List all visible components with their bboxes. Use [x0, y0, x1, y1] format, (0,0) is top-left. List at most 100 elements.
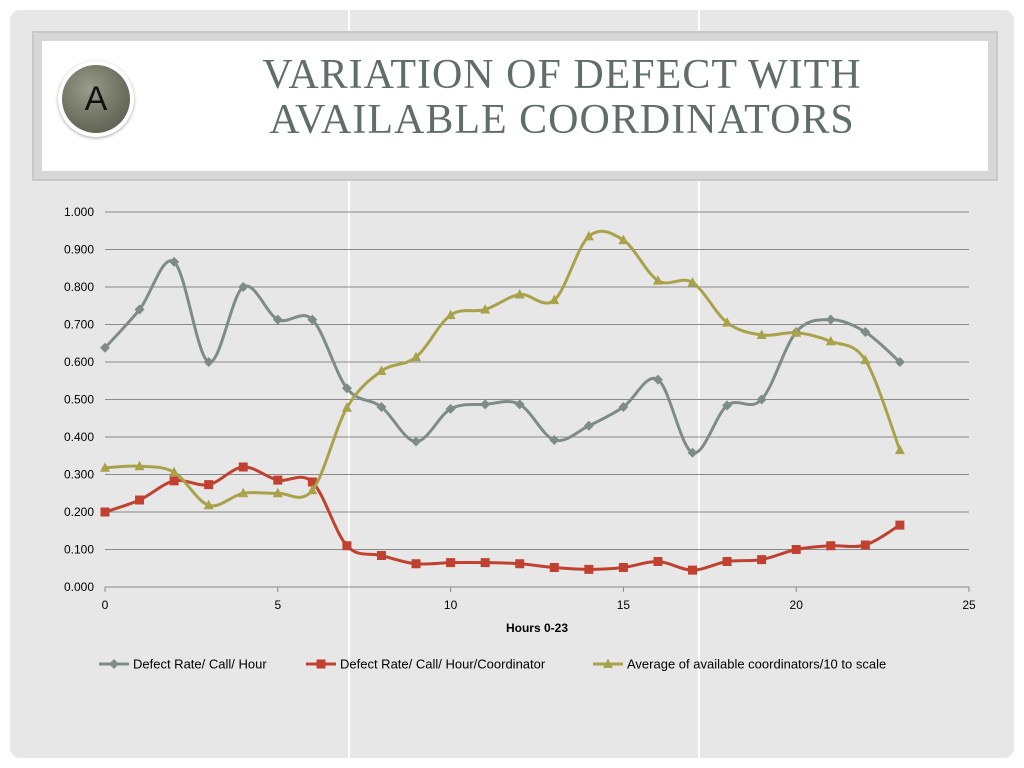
x-axis-title: Hours 0-23 [506, 621, 568, 635]
data-point [583, 420, 594, 431]
y-tick-label: 0.500 [64, 393, 94, 407]
y-tick-label: 0.300 [64, 468, 94, 482]
data-point [238, 282, 249, 292]
data-point [549, 294, 560, 305]
data-point [169, 256, 180, 267]
data-point [203, 357, 214, 367]
data-point [860, 540, 870, 550]
data-point [169, 476, 179, 486]
legend-marker [603, 658, 613, 668]
y-tick-label: 0.000 [64, 580, 94, 594]
series-2 [100, 462, 905, 575]
section-badge-letter: A [62, 65, 130, 133]
data-point [514, 399, 525, 410]
y-tick-label: 0.700 [64, 318, 94, 332]
series-line [104, 229, 902, 508]
data-point [687, 447, 698, 458]
data-point [895, 520, 905, 530]
chart-legend: Defect Rate/ Call/ Hour Defect Rate/ Call… [99, 657, 886, 672]
legend-marker [316, 659, 326, 669]
data-point [722, 557, 732, 566]
data-point [446, 558, 456, 568]
x-tick-label: 25 [962, 598, 976, 612]
series-3 [100, 229, 905, 510]
data-point [376, 365, 387, 375]
data-point [169, 466, 180, 477]
data-point [860, 354, 871, 365]
data-point [653, 557, 663, 566]
y-tick-label: 1.000 [64, 205, 94, 219]
data-point [514, 289, 525, 299]
series-1 [100, 256, 905, 458]
data-point [411, 559, 421, 569]
series-line [104, 465, 901, 572]
slide: A VARIATION OF DEFECT WITH AVAILABLE COO… [10, 10, 1014, 758]
data-point [135, 495, 145, 505]
data-point [791, 545, 801, 554]
data-point [307, 484, 318, 495]
series-line [103, 259, 901, 455]
data-point [825, 314, 836, 325]
y-tick-label: 0.900 [64, 243, 94, 257]
data-point [480, 399, 491, 410]
data-point [307, 477, 317, 487]
data-point [445, 309, 456, 320]
chart-axes: 0.000 0.100 0.200 0.300 0.400 0.500 0.600 0.700… [64, 205, 976, 612]
x-tick-label: 5 [274, 598, 281, 612]
data-point [722, 317, 733, 327]
y-tick-label: 0.100 [64, 543, 94, 557]
data-point [238, 487, 249, 498]
data-point [376, 402, 387, 412]
data-point [756, 394, 767, 405]
data-point [307, 314, 318, 325]
data-point [549, 435, 560, 445]
x-tick-label: 10 [444, 598, 458, 612]
data-point [860, 327, 871, 337]
data-point [273, 475, 283, 485]
legend-item-2: Defect Rate/ Call/ Hour/Coordinator [306, 657, 546, 672]
chart-series [100, 229, 905, 575]
data-point [584, 564, 594, 574]
legend-label: Defect Rate/ Call/ Hour/Coordinator [340, 657, 546, 672]
title-box: A VARIATION OF DEFECT WITH AVAILABLE COO… [42, 41, 988, 171]
data-point [134, 460, 145, 471]
data-point [238, 462, 248, 472]
data-point [272, 487, 283, 498]
data-point [100, 507, 110, 517]
data-point [376, 551, 386, 560]
legend-item-3: Average of available coordinators/10 to … [593, 657, 886, 672]
y-tick-label: 0.200 [64, 505, 94, 519]
data-point [411, 351, 422, 362]
x-tick-label: 0 [102, 598, 109, 612]
title-frame: A VARIATION OF DEFECT WITH AVAILABLE COO… [32, 31, 998, 181]
data-point [757, 555, 767, 565]
data-point [411, 436, 422, 447]
x-tick-label: 20 [790, 598, 804, 612]
data-point [445, 403, 456, 414]
y-tick-label: 0.800 [64, 280, 94, 294]
data-point [480, 304, 491, 314]
data-point [618, 563, 628, 572]
data-point [825, 335, 836, 346]
data-point [549, 563, 559, 572]
slide-title: VARIATION OF DEFECT WITH AVAILABLE COORD… [192, 53, 932, 143]
legend-item-1: Defect Rate/ Call/ Hour [99, 657, 267, 672]
data-point [203, 499, 214, 510]
data-point [826, 541, 836, 551]
data-point [652, 374, 663, 385]
data-point [791, 327, 802, 337]
y-tick-label: 0.400 [64, 430, 94, 444]
data-point [272, 314, 283, 325]
data-point [618, 402, 629, 412]
data-point [341, 402, 352, 412]
section-badge: A [58, 61, 134, 137]
slide-title-line-1: VARIATION OF DEFECT WITH [262, 52, 862, 98]
slide-title-line-2: AVAILABLE COORDINATORS [269, 97, 855, 143]
data-point [100, 462, 110, 472]
x-tick-label: 15 [617, 598, 631, 612]
data-point [204, 480, 214, 490]
legend-marker [109, 659, 119, 669]
data-point [583, 230, 594, 241]
data-point [688, 565, 698, 575]
